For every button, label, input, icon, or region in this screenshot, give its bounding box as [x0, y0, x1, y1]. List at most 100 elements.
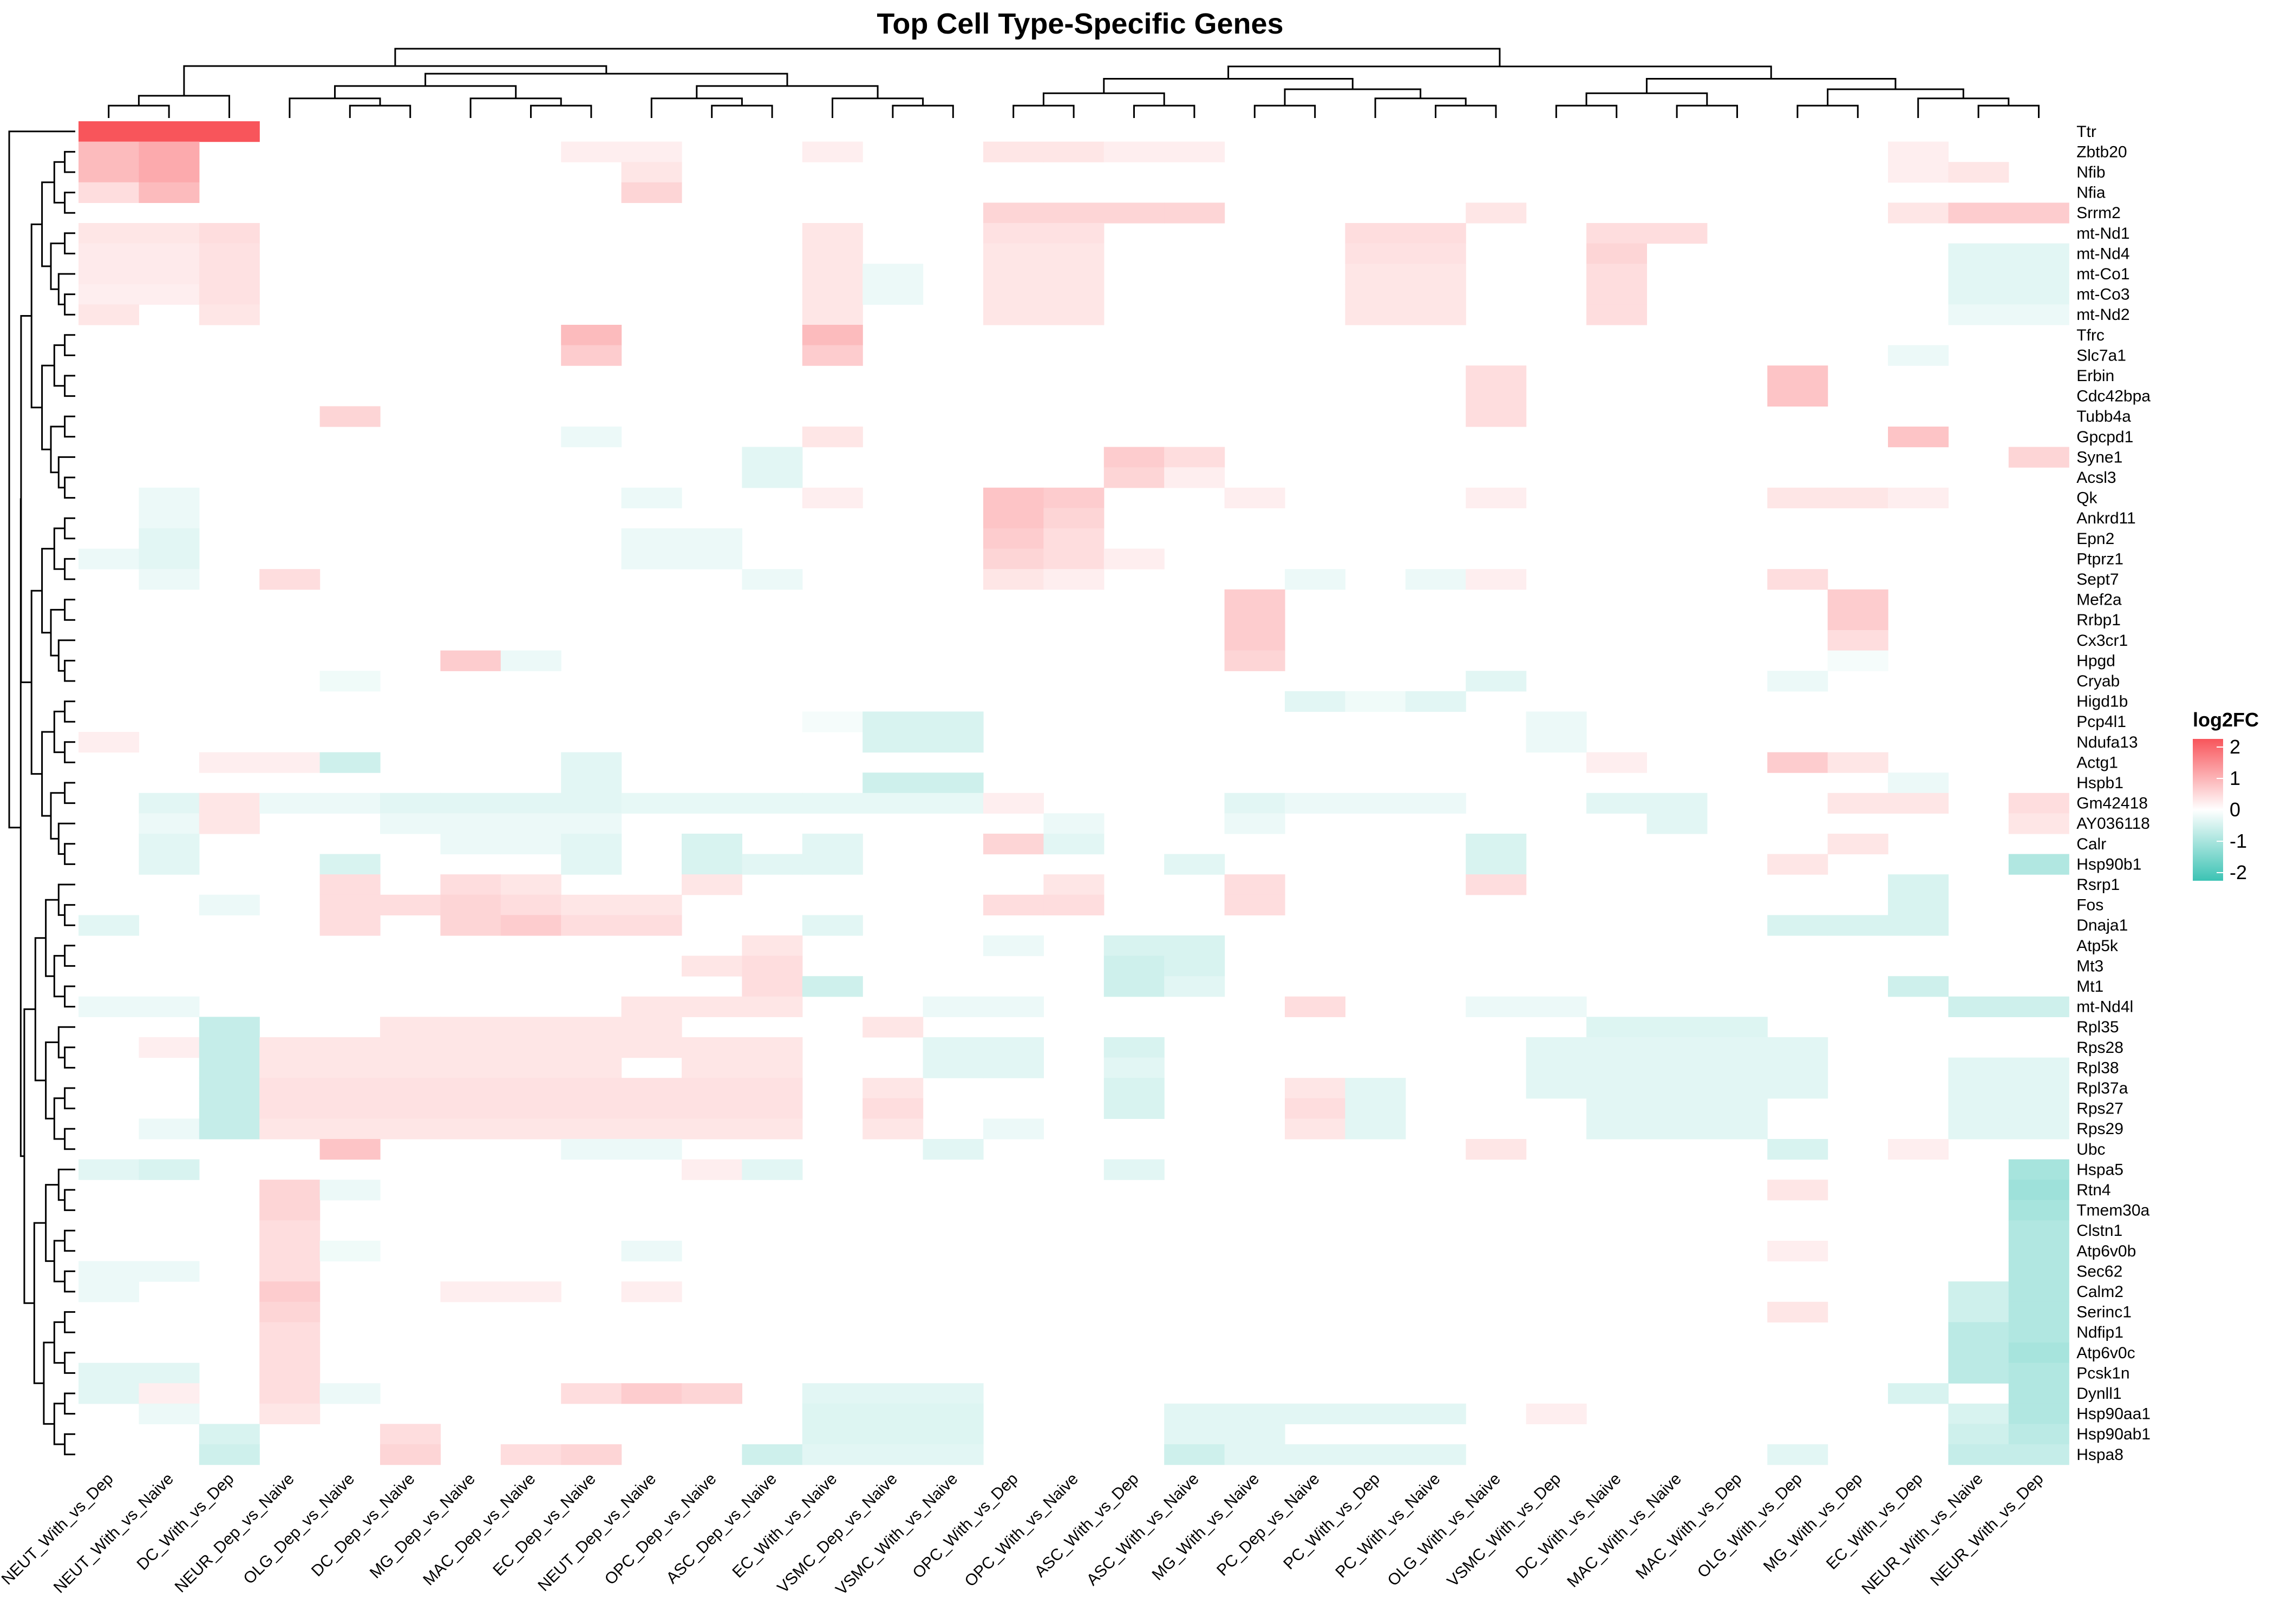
heatmap-cell — [2008, 1261, 2069, 1282]
heatmap-cell — [2008, 1159, 2069, 1180]
heatmap-cell — [682, 1118, 742, 1140]
heatmap-cell — [1827, 610, 1889, 631]
heatmap-cell — [1646, 1118, 1708, 1140]
heatmap-cell — [1586, 1078, 1647, 1099]
heatmap-cell — [1043, 834, 1105, 855]
column-label: EC_With_vs_Naive — [729, 1470, 840, 1581]
heatmap-cell — [1224, 610, 1285, 631]
heatmap-cell — [561, 1118, 622, 1140]
heatmap-cell — [500, 1017, 561, 1038]
row-label: Mt3 — [2076, 957, 2103, 975]
row-label: mt-Co1 — [2076, 265, 2129, 283]
heatmap-cell — [1948, 264, 2009, 285]
dendrogram-branch — [41, 731, 55, 817]
heatmap-cell — [742, 1159, 803, 1180]
dendrogram-branch — [53, 161, 65, 204]
dendrogram-branch — [64, 517, 75, 540]
heatmap-cell — [259, 793, 321, 814]
heatmap-cell — [139, 284, 200, 305]
row-label: Ttr — [2076, 123, 2096, 141]
heatmap-cell — [983, 264, 1044, 285]
legend-title: log2FC — [2193, 709, 2259, 731]
heatmap-cell — [742, 467, 803, 488]
dendrogram-branch — [45, 1041, 59, 1119]
heatmap-cell — [1043, 569, 1105, 590]
dendrogram-branch — [469, 97, 562, 118]
heatmap-cell — [1043, 548, 1105, 569]
heatmap-cell — [1586, 1118, 1647, 1140]
heatmap-cell — [923, 1139, 984, 1160]
heatmap-cell — [923, 793, 984, 814]
row-label: Calr — [2076, 835, 2106, 853]
heatmap-cell — [802, 854, 863, 875]
heatmap-cell — [1767, 1180, 1828, 1201]
heatmap-cell — [923, 732, 984, 753]
row-label: mt-Nd1 — [2076, 225, 2129, 243]
heatmap-cell — [440, 915, 501, 936]
heatmap-cell — [561, 772, 622, 794]
heatmap-cell — [1526, 1403, 1587, 1424]
dendrogram-branch — [64, 1311, 75, 1333]
heatmap-cell — [983, 223, 1044, 244]
heatmap-cell — [802, 1403, 863, 1424]
heatmap-cell — [2008, 1281, 2069, 1302]
heatmap-cell — [500, 1037, 561, 1058]
heatmap-cell — [983, 793, 1044, 814]
heatmap-cell — [1888, 1383, 1949, 1404]
dendrogram-branch — [57, 1026, 75, 1059]
dendrogram-branch — [1585, 92, 1708, 106]
dendrogram-branch — [696, 85, 879, 99]
dendrogram-branch — [64, 741, 75, 763]
heatmap-cell — [561, 141, 622, 162]
heatmap-cell — [1948, 1301, 2009, 1322]
heatmap-cell — [1345, 1444, 1406, 1465]
heatmap-cell — [1043, 874, 1105, 895]
row-label: mt-Nd4 — [2076, 245, 2129, 263]
heatmap-cell — [79, 121, 139, 142]
heatmap-cell — [1043, 508, 1105, 529]
heatmap-cell — [380, 793, 441, 814]
heatmap-cell — [1526, 732, 1587, 753]
heatmap-cell — [1767, 854, 1828, 875]
heatmap-cell — [621, 528, 682, 549]
heatmap-cell — [923, 1037, 984, 1058]
heatmap-cell — [199, 1017, 260, 1038]
heatmap-cell — [139, 1383, 200, 1404]
dendrogram-branch — [57, 883, 75, 916]
row-label: Cdc42bpa — [2076, 388, 2151, 405]
heatmap-cell — [1466, 487, 1527, 508]
heatmap-cell — [1586, 284, 1647, 305]
dendrogram-branch — [64, 415, 75, 438]
heatmap-cell — [923, 1403, 984, 1424]
heatmap-cell — [1827, 589, 1889, 610]
heatmap-cell — [259, 1241, 321, 1262]
heatmap-cell — [1103, 976, 1165, 997]
heatmap-cell — [380, 894, 441, 915]
dendrogram-branch — [1676, 104, 1738, 118]
column-label: NEUR_With_vs_Dep — [1927, 1470, 2047, 1589]
heatmap-cell — [1888, 915, 1949, 936]
heatmap-cell — [1103, 141, 1165, 162]
column-label: OLG_With_vs_Naive — [1384, 1470, 1504, 1589]
heatmap-cell — [1707, 1098, 1768, 1119]
column-label: MAC_With_vs_Naive — [1564, 1470, 1685, 1591]
dendrogram-branch — [530, 104, 592, 118]
dendrogram-branch — [832, 97, 924, 118]
dendrogram-branch — [57, 456, 75, 489]
row-label: Dnaja1 — [2076, 916, 2128, 934]
heatmap-cell — [259, 569, 321, 590]
heatmap-cell — [199, 284, 260, 305]
heatmap-cell — [79, 548, 139, 569]
heatmap-cell — [380, 1057, 441, 1078]
heatmap-cell — [1224, 1424, 1285, 1445]
heatmap-cell — [199, 1078, 260, 1099]
column-label: ASC_Dep_vs_Naive — [663, 1470, 780, 1587]
heatmap-cell — [1043, 894, 1105, 915]
row-label: Serinc1 — [2076, 1304, 2132, 1321]
heatmap-cell — [1043, 813, 1105, 834]
heatmap-cell — [983, 202, 1044, 224]
column-label: NEUT_Dep_vs_Naive — [534, 1470, 659, 1595]
dendrogram-branch — [650, 97, 743, 118]
heatmap-cell — [802, 1424, 863, 1445]
column-label: MG_Dep_vs_Naive — [367, 1470, 479, 1582]
